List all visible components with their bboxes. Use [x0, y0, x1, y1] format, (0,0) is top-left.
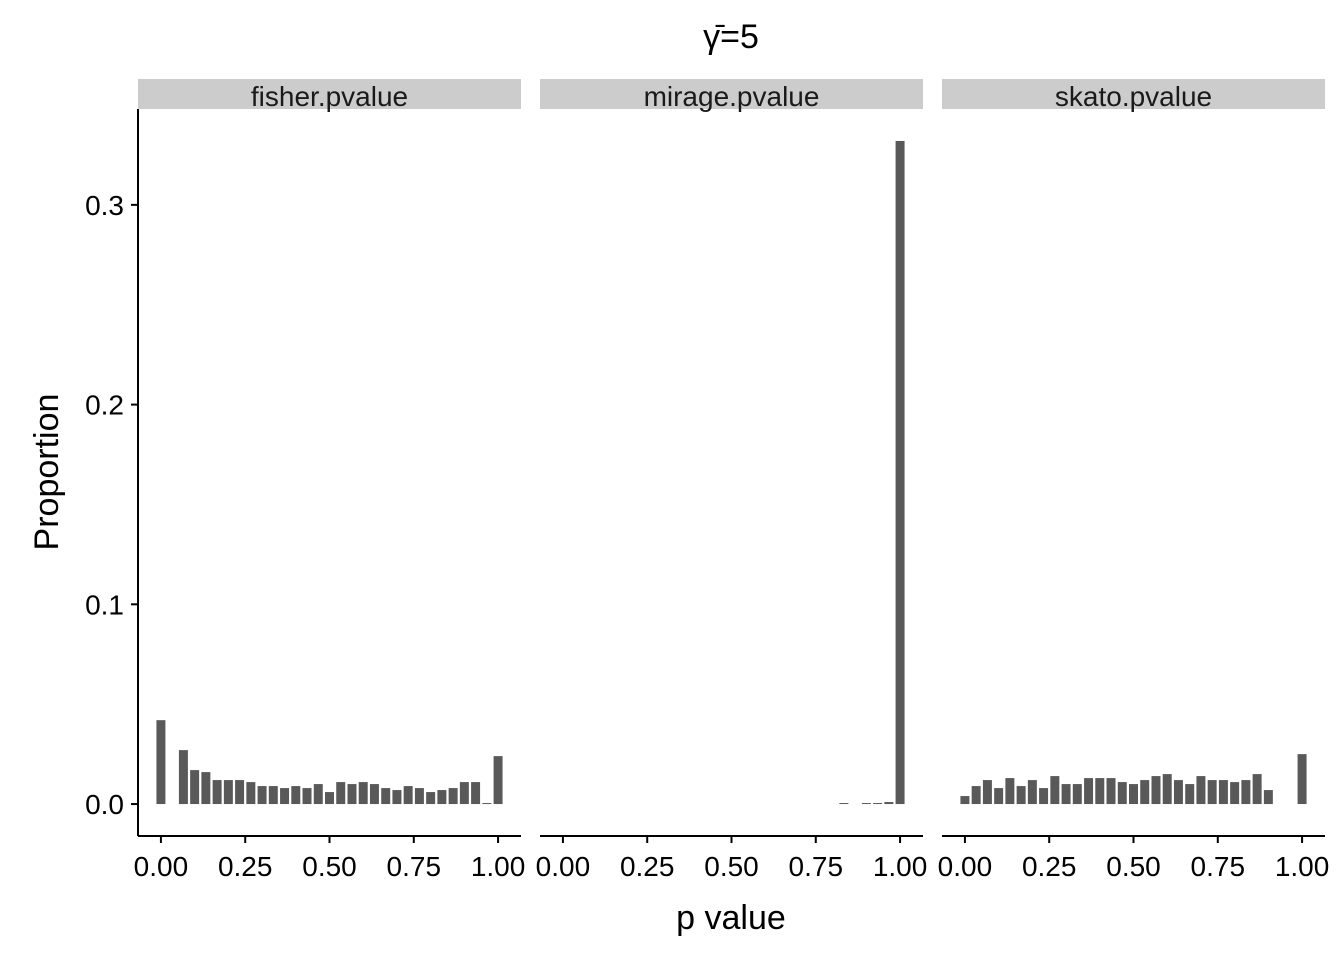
histogram-bar	[471, 782, 481, 805]
facet-strip	[540, 79, 923, 109]
histogram-bar	[1263, 790, 1273, 805]
histogram-bar	[448, 788, 458, 805]
histogram-bar	[1173, 780, 1183, 805]
histogram-bar	[895, 140, 905, 805]
histogram-bar	[1061, 784, 1071, 805]
x-tick-label: 0.25	[620, 851, 675, 882]
histogram-bar	[291, 786, 301, 805]
histogram-bar	[994, 788, 1004, 805]
histogram-bar	[426, 792, 436, 805]
x-tick-label: 0.00	[536, 851, 591, 882]
histogram-bar	[960, 796, 970, 805]
histogram-bar	[1196, 776, 1206, 805]
histogram-bar	[212, 780, 222, 805]
x-tick-label: 0.75	[387, 851, 442, 882]
facet-strip	[942, 79, 1325, 109]
histogram-bar	[884, 802, 894, 805]
x-tick-label: 1.00	[873, 851, 928, 882]
y-axis-title: Proportion	[28, 394, 66, 551]
histogram-bar	[178, 750, 188, 805]
histogram-bar	[313, 784, 323, 805]
histogram-bar	[1117, 782, 1127, 805]
histogram-bar	[1297, 754, 1307, 805]
histogram-bar	[369, 784, 379, 805]
histogram-bar	[257, 786, 267, 805]
facet-panel-mirage-pvalue: mirage.pvalue 0.00 0.25 0.50 0.75 1.00	[536, 79, 928, 882]
x-tick-label: 0.50	[302, 851, 357, 882]
histogram-bar	[381, 788, 391, 805]
histogram-bar	[414, 788, 424, 805]
histogram-bar	[1230, 782, 1240, 805]
histogram-bar	[437, 790, 447, 805]
histogram-bar	[482, 803, 492, 805]
histogram-bar	[1140, 780, 1150, 805]
histogram-bar	[1005, 778, 1015, 805]
x-axis-title: p value	[676, 899, 786, 937]
histogram-bar	[1106, 778, 1116, 805]
histogram-bar	[392, 790, 402, 805]
facet-strip-label: mirage.pvalue	[644, 81, 820, 112]
histogram-bar	[1218, 780, 1228, 805]
histogram-bar	[201, 772, 211, 805]
histogram-bar	[861, 803, 871, 805]
histogram-bar	[1185, 784, 1195, 805]
y-tick-label: 0.0	[85, 789, 124, 820]
histogram-bar	[982, 780, 992, 805]
histogram-bar	[403, 786, 413, 805]
histogram-bar	[302, 788, 312, 805]
histogram-bar	[1084, 778, 1094, 805]
facet-strip-label: fisher.pvalue	[251, 81, 408, 112]
y-axis: 0.0 0.1 0.2 0.3	[85, 109, 139, 836]
x-tick-label: 1.00	[471, 851, 526, 882]
y-tick-label: 0.2	[85, 390, 124, 421]
histogram-bar	[336, 782, 346, 805]
histogram-bar	[347, 784, 357, 805]
histogram-bar	[1162, 774, 1172, 805]
histogram-bar	[1207, 780, 1217, 805]
histogram-bar	[268, 786, 278, 805]
x-tick-label: 0.00	[134, 851, 189, 882]
histogram-bar	[246, 782, 256, 805]
histogram-bar	[235, 780, 245, 805]
histogram-bar	[1027, 780, 1037, 805]
x-tick-label: 0.25	[1022, 851, 1077, 882]
histogram-bar	[190, 770, 200, 805]
x-tick-label: 1.00	[1275, 851, 1330, 882]
histogram-bar	[1252, 774, 1262, 805]
facet-strip-label: skato.pvalue	[1055, 81, 1212, 112]
x-tick-label: 0.25	[218, 851, 273, 882]
histogram-bar	[1129, 784, 1138, 805]
facet-strip	[138, 79, 521, 109]
histogram-bar	[1072, 784, 1082, 805]
chart-title: γ̄=5	[703, 18, 759, 56]
histogram-bar	[1241, 780, 1251, 805]
x-tick-label: 0.00	[938, 851, 993, 882]
histogram-bar	[1016, 786, 1026, 805]
histogram-bar	[1095, 778, 1105, 805]
x-tick-label: 0.75	[789, 851, 844, 882]
y-tick-label: 0.3	[85, 190, 124, 221]
x-tick-label: 0.75	[1191, 851, 1246, 882]
facet-panel-fisher-pvalue: fisher.pvalue 0.00 0.25 0.50 0.75 1.00	[134, 79, 526, 882]
histogram-bar	[1039, 788, 1049, 805]
histogram-bar	[325, 792, 334, 805]
histogram-bar	[223, 780, 233, 805]
histogram-bar	[873, 803, 883, 805]
histogram-bar	[971, 786, 981, 805]
histogram-bar	[1151, 776, 1161, 805]
histogram-bar	[839, 803, 849, 805]
histogram-bar	[459, 782, 469, 805]
x-tick-label: 0.50	[704, 851, 759, 882]
histogram-bar	[1050, 776, 1060, 805]
facet-panel-skato-pvalue: skato.pvalue 0.00 0.25 0.50 0.75 1.00	[938, 79, 1330, 882]
y-tick-label: 0.1	[85, 589, 124, 620]
histogram-bar	[280, 788, 290, 805]
histogram-bar	[358, 782, 368, 805]
x-tick-label: 0.50	[1106, 851, 1161, 882]
histogram-bar	[493, 756, 503, 805]
histogram-bar	[156, 720, 166, 805]
